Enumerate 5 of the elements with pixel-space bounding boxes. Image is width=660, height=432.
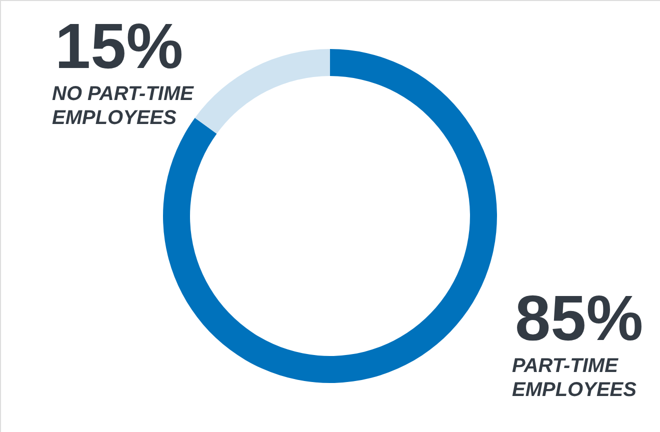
donut-slice: [194, 49, 330, 134]
slice-label: PART-TIME EMPLOYEES: [512, 355, 638, 402]
slice-label: NO PART-TIME EMPLOYEES: [52, 82, 194, 129]
data-label: 15%: [55, 10, 184, 82]
data-label: 85%: [515, 282, 644, 354]
